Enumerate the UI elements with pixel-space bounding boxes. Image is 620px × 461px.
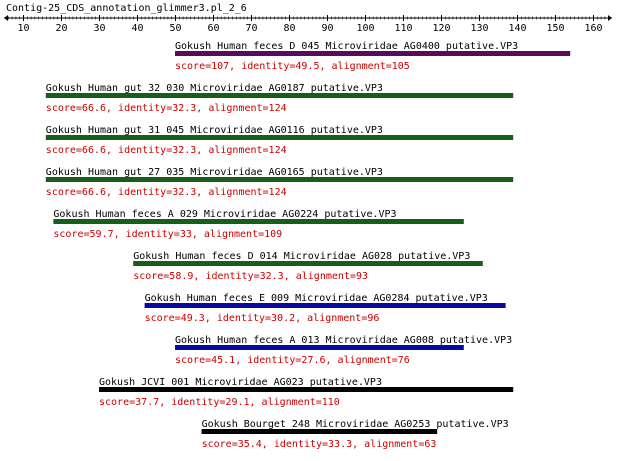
hit-entry: Gokush_Human_feces_D_014_Microviridae_AG… xyxy=(133,251,483,282)
hit-entry: Gokush_Human_gut_31_045_Microviridae_AG0… xyxy=(45,125,514,156)
ruler-tick-label: 30 xyxy=(93,23,105,34)
ruler-tick-label: 40 xyxy=(131,23,143,34)
hit-name-label: Gokush_Human_feces_D_045_Microviridae_AG… xyxy=(175,41,518,52)
ruler-tick-label: 130 xyxy=(470,23,488,34)
hit-stats-label: score=59.7, identity=33, alignment=109 xyxy=(53,229,282,240)
hit-name-label: Gokush_Human_gut_32_030_Microviridae_AG0… xyxy=(46,83,383,94)
ruler-tick-label: 80 xyxy=(283,23,295,34)
ruler-tick-label: 50 xyxy=(169,23,181,34)
hit-stats-label: score=66.6, identity=32.3, alignment=124 xyxy=(46,187,287,198)
ruler-tick-label: 120 xyxy=(432,23,450,34)
hit-alignment-bar xyxy=(45,93,514,98)
hit-alignment-bar xyxy=(133,261,483,266)
hit-name-label: Gokush_Human_feces_A_029_Microviridae_AG… xyxy=(53,209,396,220)
diagram-title: Contig-25_CDS_annotation_glimmer3.pl_2_6 xyxy=(6,3,247,14)
hit-name-label: Gokush_JCVI_001_Microviridae_AG023_putat… xyxy=(99,377,382,388)
hit-alignment-bar xyxy=(175,51,571,56)
hit-alignment-bar xyxy=(53,219,464,224)
hit-entry: Gokush_Human_feces_A_029_Microviridae_AG… xyxy=(53,209,464,240)
hit-alignment-bar xyxy=(45,135,514,140)
hit-name-label: Gokush_Human_feces_A_013_Microviridae_AG… xyxy=(175,335,512,346)
hit-entry: Gokush_Human_feces_E_009_Microviridae_AG… xyxy=(144,293,506,324)
ruler-tick-label: 10 xyxy=(17,23,29,34)
ruler-tick-label: 160 xyxy=(584,23,602,34)
hit-stats-label: score=35.4, identity=33.3, alignment=63 xyxy=(202,439,437,450)
ruler-tick-label: 140 xyxy=(508,23,526,34)
hit-stats-label: score=58.9, identity=32.3, alignment=93 xyxy=(133,271,368,282)
hit-alignment-bar xyxy=(99,387,514,392)
hit-name-label: Gokush_Human_feces_D_014_Microviridae_AG… xyxy=(133,251,470,262)
hit-name-label: Gokush_Human_gut_27_035_Microviridae_AG0… xyxy=(46,167,383,178)
ruler-tick-label: 100 xyxy=(356,23,374,34)
hit-stats-label: score=66.6, identity=32.3, alignment=124 xyxy=(46,103,287,114)
hit-entry: Gokush_Human_feces_A_013_Microviridae_AG… xyxy=(175,335,512,366)
ruler-tick-label: 20 xyxy=(55,23,67,34)
hit-alignment-bar xyxy=(144,303,506,308)
position-ruler: 10 20 30 40 50 60 70 80 90 100 110 120 130 140 150 160 xyxy=(4,15,612,34)
hit-name-label: Gokush_Human_gut_31_045_Microviridae_AG0… xyxy=(46,125,383,136)
hit-name-label: Gokush_Human_feces_E_009_Microviridae_AG… xyxy=(145,293,488,304)
hit-stats-label: score=107, identity=49.5, alignment=105 xyxy=(175,61,410,72)
hit-list: Gokush_Human_feces_D_045_Microviridae_AG… xyxy=(45,41,571,450)
ruler-tick-label: 110 xyxy=(394,23,412,34)
hit-stats-label: score=66.6, identity=32.3, alignment=124 xyxy=(46,145,287,156)
hit-alignment-bar xyxy=(175,345,464,350)
ruler-left-arrow xyxy=(4,15,8,21)
hit-alignment-bar xyxy=(45,177,514,182)
ruler-tick-label: 60 xyxy=(207,23,219,34)
ruler-tick-label: 90 xyxy=(321,23,333,34)
ruler-tick-label: 70 xyxy=(245,23,257,34)
hit-entry: Gokush_Bourget_248_Microviridae_AG0253_p… xyxy=(201,419,509,450)
hit-entry: Gokush_Human_gut_32_030_Microviridae_AG0… xyxy=(45,83,514,114)
hit-entry: Gokush_Human_gut_27_035_Microviridae_AG0… xyxy=(45,167,514,198)
hit-stats-label: score=45.1, identity=27.6, alignment=76 xyxy=(175,355,410,366)
ruler-tick-label: 150 xyxy=(546,23,564,34)
hit-stats-label: score=49.3, identity=30.2, alignment=96 xyxy=(145,313,380,324)
hit-entry: Gokush_JCVI_001_Microviridae_AG023_putat… xyxy=(99,377,514,408)
hit-stats-label: score=37.7, identity=29.1, alignment=110 xyxy=(99,397,340,408)
hit-name-label: Gokush_Bourget_248_Microviridae_AG0253_p… xyxy=(202,419,509,430)
hit-entry: Gokush_Human_feces_D_045_Microviridae_AG… xyxy=(175,41,571,72)
hit-alignment-bar xyxy=(201,429,438,434)
